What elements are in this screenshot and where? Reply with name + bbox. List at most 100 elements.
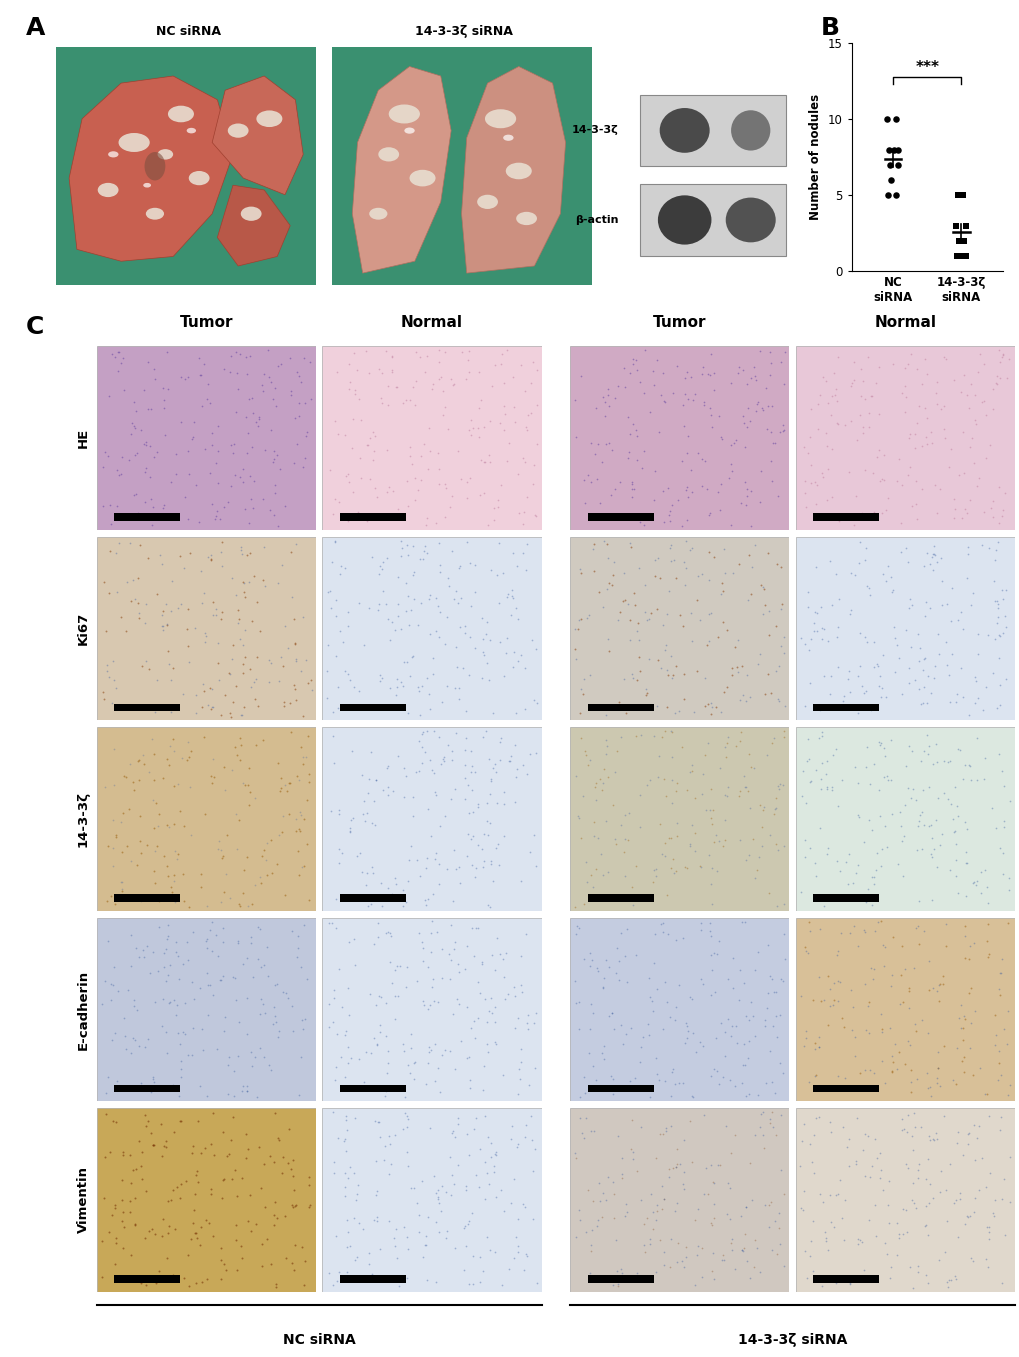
- Point: [756, 1010, 772, 1031]
- Point: [504, 977, 521, 999]
- Point: [408, 341, 424, 362]
- Point: [641, 1228, 657, 1250]
- Point: [949, 882, 965, 904]
- Point: [849, 855, 865, 877]
- Point: [910, 890, 926, 912]
- Point: [208, 1038, 224, 1060]
- Point: [572, 828, 588, 849]
- Point: [398, 651, 415, 673]
- Point: [648, 598, 664, 620]
- Point: [771, 1004, 788, 1026]
- Point: [504, 541, 521, 563]
- Point: [914, 660, 930, 681]
- Point: [382, 1153, 398, 1175]
- Point: [825, 362, 842, 384]
- Text: B: B: [820, 16, 840, 41]
- Point: [900, 426, 916, 448]
- Point: [330, 839, 346, 860]
- Point: [415, 1246, 431, 1267]
- Point: [339, 1052, 356, 1073]
- Point: [487, 1186, 503, 1208]
- Point: [821, 1121, 838, 1143]
- Point: [970, 1179, 986, 1201]
- Point: [243, 1041, 259, 1063]
- Point: [656, 972, 673, 993]
- Point: [999, 1084, 1015, 1106]
- Point: [742, 584, 758, 605]
- Point: [741, 411, 757, 433]
- Point: [180, 651, 197, 673]
- Point: [863, 894, 879, 916]
- Point: [294, 1018, 311, 1039]
- Point: [133, 655, 150, 677]
- Point: [490, 532, 506, 554]
- Point: [655, 1189, 672, 1210]
- Point: [167, 840, 183, 862]
- Point: [573, 365, 589, 387]
- Point: [114, 1201, 130, 1223]
- Point: [463, 410, 479, 432]
- Point: [272, 646, 288, 668]
- Point: [899, 1221, 915, 1243]
- Point: [269, 1206, 285, 1228]
- Point: [792, 881, 808, 902]
- Point: [216, 779, 232, 801]
- Point: [472, 1246, 488, 1267]
- Point: [747, 365, 763, 387]
- Point: [275, 1145, 291, 1167]
- Point: [962, 977, 978, 999]
- Point: [632, 817, 648, 839]
- Point: [714, 1244, 731, 1266]
- Point: [570, 992, 586, 1014]
- Point: [856, 460, 872, 482]
- Point: [282, 1159, 299, 1181]
- Point: [370, 358, 386, 380]
- Point: [822, 486, 839, 508]
- Point: [756, 1015, 772, 1037]
- Point: [731, 730, 747, 752]
- Point: [475, 1056, 491, 1077]
- Point: [154, 1015, 170, 1037]
- Point: [866, 1194, 882, 1216]
- Point: [961, 754, 977, 776]
- Point: [403, 1037, 419, 1058]
- Point: [430, 1186, 446, 1208]
- Point: [183, 740, 200, 761]
- Point: [772, 635, 789, 657]
- Point: [613, 1262, 630, 1284]
- Point: [928, 1057, 945, 1079]
- Point: [355, 1219, 371, 1240]
- Point: [296, 856, 312, 878]
- Point: [159, 814, 175, 836]
- Point: [131, 749, 148, 771]
- Point: [800, 943, 816, 965]
- Point: [163, 882, 179, 904]
- Point: [916, 605, 932, 627]
- Point: [410, 923, 426, 944]
- Point: [687, 787, 703, 809]
- Point: [199, 695, 215, 716]
- Point: [388, 1219, 405, 1240]
- Point: [713, 427, 730, 449]
- Point: [955, 463, 971, 484]
- Point: [338, 1209, 355, 1231]
- Point: [142, 467, 158, 489]
- Point: [256, 1046, 272, 1068]
- Point: [500, 1259, 517, 1281]
- Point: [822, 665, 839, 687]
- Point: [676, 1162, 692, 1183]
- Point: [227, 464, 244, 486]
- Point: [196, 582, 212, 604]
- Point: [710, 930, 727, 951]
- Point: [841, 1272, 857, 1293]
- Point: [847, 863, 863, 885]
- Point: [901, 657, 917, 678]
- Point: [410, 676, 426, 697]
- Point: [198, 1209, 214, 1231]
- Point: [212, 839, 228, 860]
- Point: [262, 1145, 278, 1167]
- Point: [418, 1235, 434, 1257]
- Point: [996, 605, 1012, 627]
- Point: [252, 620, 268, 642]
- Point: [514, 981, 530, 1003]
